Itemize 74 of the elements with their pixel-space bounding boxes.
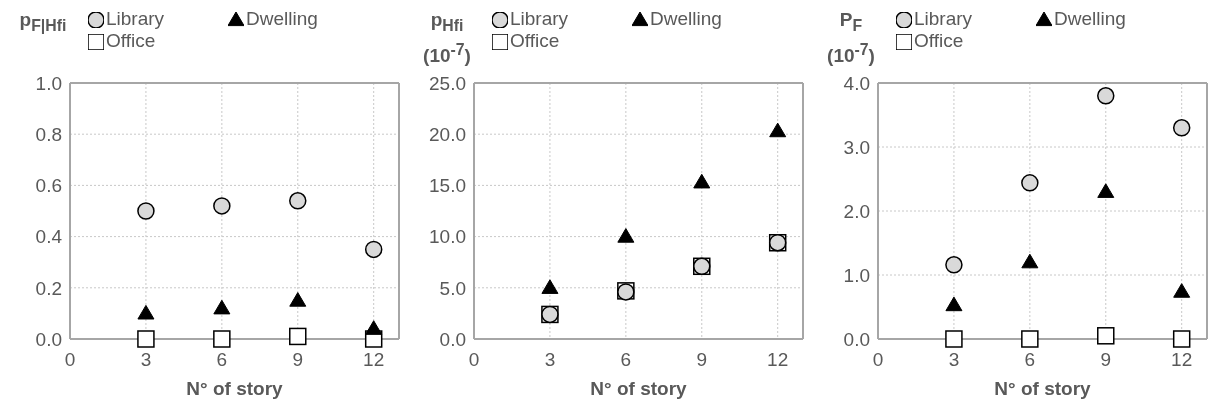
x-tick-label: 9 (696, 349, 708, 371)
point (1173, 283, 1191, 298)
y-tick-label: 3.0 (843, 136, 870, 158)
point (137, 304, 155, 320)
y-tick-label: 25.0 (429, 72, 466, 94)
point (1172, 119, 1191, 137)
y-tick-label: 1.0 (35, 72, 62, 94)
x-tick-label: 12 (767, 349, 789, 371)
y-tick-label: 15.0 (429, 175, 466, 197)
point (693, 173, 711, 189)
x-tick-label: 6 (216, 349, 228, 371)
y-tick-label: 5.0 (439, 277, 466, 299)
y-tick-label: 10.0 (429, 226, 466, 248)
point (1097, 87, 1115, 105)
legend-label: Office (105, 30, 157, 52)
point (1021, 330, 1039, 348)
legend-label: Library (105, 8, 166, 30)
x-tick-label: 0 (872, 349, 884, 371)
legend-label: Dwelling (245, 8, 319, 30)
legend-label: Library (509, 8, 570, 30)
y-tick-label: 0.0 (35, 328, 62, 350)
point (289, 192, 307, 210)
legend-label: Dwelling (649, 8, 723, 30)
point (1172, 330, 1191, 348)
y-axis-title: P$_{F}$ (10$^{-7}$) (827, 8, 875, 69)
x-tick-label: 0 (468, 349, 480, 371)
x-axis-title: N° of story (590, 378, 688, 399)
point (213, 197, 231, 215)
point (289, 292, 307, 307)
y-tick-label: 20.0 (429, 123, 466, 145)
legend-label: Dwelling (1053, 8, 1127, 30)
point (541, 279, 559, 294)
point (364, 240, 383, 259)
y-tick-label: 2.0 (843, 200, 870, 222)
point (213, 330, 231, 348)
y-tick-label: 4.0 (843, 72, 870, 94)
y-tick-label: 0.0 (439, 328, 466, 350)
y-tick-label: 0.4 (35, 226, 63, 248)
y-tick-label: 1.0 (843, 264, 870, 286)
point (1021, 253, 1039, 269)
point (137, 330, 155, 348)
point (945, 330, 963, 348)
point (769, 122, 787, 138)
x-tick-label: 12 (1171, 349, 1193, 371)
y-tick-label: 0.0 (843, 328, 870, 350)
point (1097, 183, 1115, 198)
y-axis-title: p$_{F|Hfi}$ (19, 8, 67, 36)
point (137, 202, 155, 220)
point (1021, 174, 1039, 192)
point (289, 327, 307, 346)
point (1097, 327, 1115, 345)
x-axis-title: N° of story (994, 378, 1092, 399)
x-tick-label: 6 (620, 349, 632, 371)
x-tick-label: 6 (1024, 349, 1036, 371)
point (617, 228, 635, 243)
x-tick-label: 9 (292, 349, 304, 371)
y-axis-title: p$_{Hfi}$ (10$^{-7}$) (423, 8, 471, 69)
x-tick-label: 12 (363, 349, 385, 371)
y-tick-label: 0.6 (35, 175, 62, 197)
y-tick-label: 0.2 (35, 277, 62, 299)
point (365, 320, 383, 335)
legend-label: Office (509, 30, 561, 52)
y-tick-label: 0.8 (35, 123, 62, 145)
x-tick-label: 0 (64, 349, 76, 371)
point (945, 296, 963, 312)
x-tick-label: 3 (544, 349, 556, 371)
legend-label: Office (913, 30, 965, 52)
x-tick-label: 3 (948, 349, 960, 371)
point (945, 256, 963, 274)
legend-label: Library (913, 8, 974, 30)
x-axis-title: N° of story (186, 378, 284, 399)
x-tick-label: 9 (1100, 349, 1112, 371)
point (213, 299, 231, 315)
x-tick-label: 3 (140, 349, 152, 371)
